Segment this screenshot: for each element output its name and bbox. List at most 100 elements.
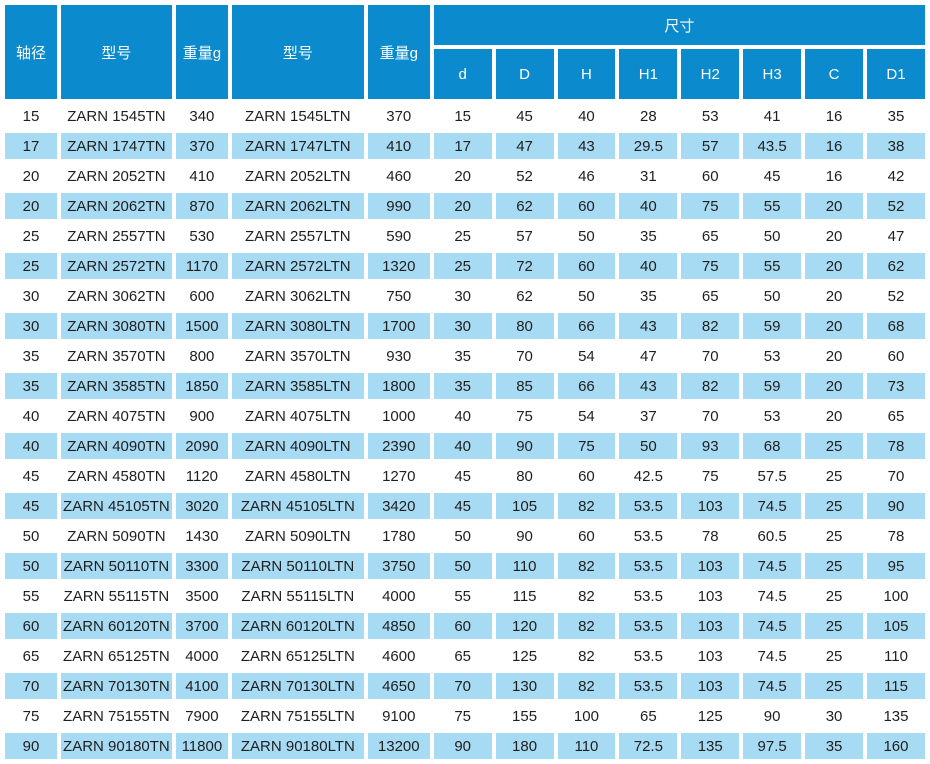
cell-dim-H: 66 <box>557 373 616 399</box>
cell-dim-D: 115 <box>495 583 554 609</box>
cell-dim-H: 110 <box>557 733 616 759</box>
cell-dim-D1: 35 <box>866 103 925 129</box>
cell-dim-H2: 70 <box>681 403 740 429</box>
cell-weight-ltn: 750 <box>367 283 430 309</box>
cell-shaft-diameter: 45 <box>5 463 57 489</box>
table-row: 45 ZARN 4580TN 1120 ZARN 4580LTN 1270 45 80 60 4… <box>5 463 925 489</box>
cell-weight-tn: 4000 <box>175 643 228 669</box>
cell-dim-D1: 135 <box>866 703 925 729</box>
cell-dim-H: 40 <box>557 103 616 129</box>
col-header-weight-ltn: 重量g <box>367 5 430 99</box>
cell-model-tn: ZARN 45105TN <box>60 493 172 519</box>
cell-dim-D1: 65 <box>866 403 925 429</box>
cell-dim-H1: 37 <box>619 403 678 429</box>
header-row-top: 轴径 型号 重量g 型号 重量g 尺寸 <box>5 5 925 99</box>
cell-dim-H1: 43 <box>619 373 678 399</box>
cell-shaft-diameter: 40 <box>5 403 57 429</box>
table-row: 25 ZARN 2572TN 1170 ZARN 2572LTN 1320 25 72 60 4… <box>5 253 925 279</box>
table-row: 65 ZARN 65125TN 4000 ZARN 65125LTN 4600 65 125… <box>5 643 925 669</box>
cell-dim-H2: 135 <box>681 733 740 759</box>
cell-weight-ltn: 930 <box>367 343 430 369</box>
cell-dim-D1: 60 <box>866 343 925 369</box>
cell-weight-tn: 1850 <box>175 373 228 399</box>
cell-dim-D: 72 <box>495 253 554 279</box>
cell-dim-H2: 78 <box>681 523 740 549</box>
cell-dim-H3: 68 <box>743 433 802 459</box>
cell-dim-H3: 74.5 <box>743 643 802 669</box>
cell-model-tn: ZARN 4580TN <box>60 463 172 489</box>
cell-dim-H: 66 <box>557 313 616 339</box>
col-header-dim-H: H <box>557 49 616 99</box>
cell-model-ltn: ZARN 4090LTN <box>231 433 364 459</box>
cell-dim-C: 25 <box>805 583 863 609</box>
cell-dim-D: 47 <box>495 133 554 159</box>
cell-model-ltn: ZARN 90180LTN <box>231 733 364 759</box>
cell-dim-H1: 40 <box>619 193 678 219</box>
cell-dim-d: 70 <box>433 673 492 699</box>
cell-dim-H3: 55 <box>743 253 802 279</box>
cell-dim-C: 20 <box>805 343 863 369</box>
cell-shaft-diameter: 20 <box>5 163 57 189</box>
cell-weight-tn: 1500 <box>175 313 228 339</box>
cell-weight-ltn: 370 <box>367 103 430 129</box>
cell-dim-C: 25 <box>805 673 863 699</box>
cell-shaft-diameter: 50 <box>5 523 57 549</box>
cell-dim-H: 82 <box>557 673 616 699</box>
col-header-dim-H3: H3 <box>743 49 802 99</box>
cell-weight-tn: 530 <box>175 223 228 249</box>
cell-model-tn: ZARN 1747TN <box>60 133 172 159</box>
cell-dim-H1: 47 <box>619 343 678 369</box>
cell-dim-H2: 57 <box>681 133 740 159</box>
cell-weight-tn: 410 <box>175 163 228 189</box>
cell-shaft-diameter: 30 <box>5 283 57 309</box>
cell-weight-tn: 800 <box>175 343 228 369</box>
table-row: 35 ZARN 3585TN 1850 ZARN 3585LTN 1800 35 85 66 4… <box>5 373 925 399</box>
cell-weight-ltn: 590 <box>367 223 430 249</box>
cell-dim-D: 90 <box>495 433 554 459</box>
cell-dim-H1: 50 <box>619 433 678 459</box>
cell-shaft-diameter: 90 <box>5 733 57 759</box>
cell-dim-C: 30 <box>805 703 863 729</box>
cell-weight-ltn: 1780 <box>367 523 430 549</box>
col-header-dim-d: d <box>433 49 492 99</box>
table-row: 20 ZARN 2052TN 410 ZARN 2052LTN 460 20 52 46 31 6… <box>5 163 925 189</box>
cell-dim-d: 25 <box>433 223 492 249</box>
cell-dim-H2: 65 <box>681 223 740 249</box>
cell-dim-d: 90 <box>433 733 492 759</box>
table-row: 45 ZARN 45105TN 3020 ZARN 45105LTN 3420 45 105… <box>5 493 925 519</box>
table-header: 轴径 型号 重量g 型号 重量g 尺寸 d D H H1 H2 H3 C D1 <box>5 5 925 99</box>
cell-dim-H2: 82 <box>681 373 740 399</box>
cell-shaft-diameter: 50 <box>5 553 57 579</box>
cell-model-tn: ZARN 65125TN <box>60 643 172 669</box>
cell-weight-ltn: 1000 <box>367 403 430 429</box>
cell-dim-D1: 62 <box>866 253 925 279</box>
table-row: 90 ZARN 90180TN 11800 ZARN 90180LTN 13200 90 1… <box>5 733 925 759</box>
cell-dim-D: 90 <box>495 523 554 549</box>
cell-dim-D: 125 <box>495 643 554 669</box>
cell-model-ltn: ZARN 60120LTN <box>231 613 364 639</box>
table-row: 15 ZARN 1545TN 340 ZARN 1545LTN 370 15 45 40 28 5… <box>5 103 925 129</box>
cell-weight-ltn: 4850 <box>367 613 430 639</box>
cell-dim-D: 130 <box>495 673 554 699</box>
cell-dim-H2: 103 <box>681 493 740 519</box>
cell-weight-tn: 2090 <box>175 433 228 459</box>
cell-dim-H3: 60.5 <box>743 523 802 549</box>
cell-dim-H: 50 <box>557 223 616 249</box>
col-header-shaft-diameter: 轴径 <box>5 5 57 99</box>
cell-weight-ltn: 3420 <box>367 493 430 519</box>
cell-model-tn: ZARN 3080TN <box>60 313 172 339</box>
cell-dim-D1: 73 <box>866 373 925 399</box>
cell-dim-H1: 53.5 <box>619 673 678 699</box>
cell-dim-H3: 74.5 <box>743 613 802 639</box>
table-row: 50 ZARN 50110TN 3300 ZARN 50110LTN 3750 50 110… <box>5 553 925 579</box>
cell-model-tn: ZARN 3062TN <box>60 283 172 309</box>
cell-model-tn: ZARN 4075TN <box>60 403 172 429</box>
cell-weight-tn: 900 <box>175 403 228 429</box>
table-row: 17 ZARN 1747TN 370 ZARN 1747LTN 410 17 47 43 29.… <box>5 133 925 159</box>
cell-model-tn: ZARN 2052TN <box>60 163 172 189</box>
table-row: 50 ZARN 5090TN 1430 ZARN 5090LTN 1780 50 90 60 5… <box>5 523 925 549</box>
col-header-dim-C: C <box>805 49 863 99</box>
cell-dim-H1: 53.5 <box>619 583 678 609</box>
cell-dim-d: 17 <box>433 133 492 159</box>
